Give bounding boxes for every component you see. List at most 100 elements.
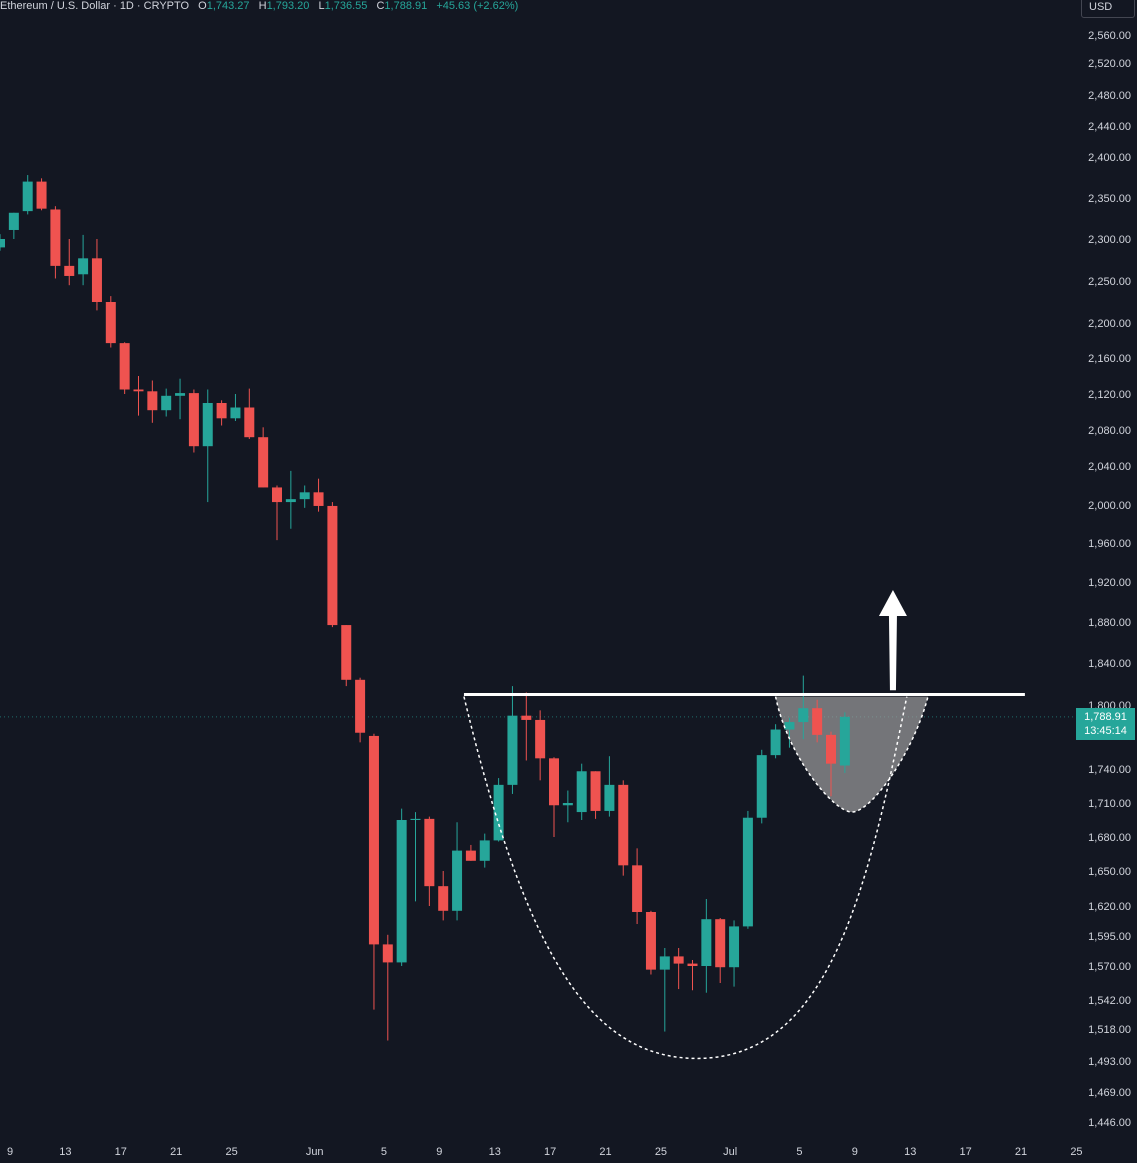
time-tick-label: 25 — [225, 1146, 237, 1158]
candle-body — [604, 784, 615, 811]
price-tick-label: 1,920.00 — [1088, 577, 1131, 589]
candle-body — [91, 258, 102, 302]
price-tick-label: 2,000.00 — [1088, 500, 1131, 512]
candle — [50, 206, 61, 279]
change-value: +45.63 (+2.62%) — [436, 0, 519, 12]
candle-body — [549, 758, 559, 806]
candle-body — [535, 719, 546, 759]
candle-body — [272, 487, 282, 503]
candle-body — [368, 735, 379, 945]
candle — [36, 178, 47, 211]
currency-button[interactable]: USD — [1081, 0, 1135, 18]
candle-body — [382, 944, 393, 963]
candle-body — [161, 395, 172, 411]
candle-body — [396, 820, 407, 963]
candle-body — [230, 407, 241, 419]
price-tick-label: 1,469.00 — [1088, 1087, 1131, 1099]
candle — [64, 239, 75, 286]
candle-body — [313, 492, 324, 506]
bar-countdown: 13:45:14 — [1084, 725, 1127, 737]
high-label: H — [258, 0, 267, 12]
price-tick-label: 2,080.00 — [1088, 425, 1131, 437]
candle-body — [576, 771, 587, 813]
high-value: 1,793.20 — [266, 0, 310, 12]
price-tick-label: 1,493.00 — [1088, 1056, 1131, 1068]
candle-body — [701, 919, 712, 966]
candle-body — [618, 784, 629, 866]
candle-body — [216, 403, 227, 419]
candle — [285, 470, 296, 529]
candle — [258, 427, 269, 488]
candle-body — [826, 734, 836, 764]
candle-body — [812, 708, 823, 735]
candle-body — [285, 499, 296, 503]
time-tick-label: Jul — [723, 1146, 737, 1158]
candle-body — [562, 803, 573, 806]
price-tick-label: 1,620.00 — [1088, 901, 1131, 913]
candle-body — [839, 716, 850, 766]
price-tick-label: 1,680.00 — [1088, 832, 1131, 844]
candle — [673, 948, 684, 990]
candle — [701, 899, 712, 993]
price-tick-label: 1,518.00 — [1088, 1024, 1131, 1036]
candle — [382, 934, 393, 1041]
candle — [299, 485, 310, 508]
time-tick-label: 13 — [904, 1146, 916, 1158]
candle-body — [590, 771, 601, 811]
candle — [784, 717, 795, 748]
candle — [161, 388, 172, 417]
price-tick-label: 2,480.00 — [1088, 90, 1131, 102]
candle — [272, 485, 282, 541]
candle — [659, 948, 670, 1032]
candle — [355, 677, 366, 743]
candle-body — [632, 865, 643, 912]
candle — [576, 763, 587, 820]
candle — [216, 400, 227, 426]
price-tick-label: 2,040.00 — [1088, 461, 1131, 473]
candle — [604, 756, 615, 817]
candles — [0, 175, 850, 1041]
low-label: L — [318, 0, 325, 12]
price-tick-label: 1,595.00 — [1088, 931, 1131, 943]
price-tick-label: 2,250.00 — [1088, 276, 1131, 288]
candle — [521, 692, 532, 761]
candle — [535, 710, 546, 781]
candle-body — [756, 755, 767, 818]
last-price-value: 1,788.91 — [1084, 711, 1127, 723]
open-value: 1,743.27 — [206, 0, 250, 12]
price-tick-label: 1,960.00 — [1088, 538, 1131, 550]
candle-body — [22, 181, 33, 212]
candle — [452, 822, 463, 921]
candle — [493, 778, 504, 842]
candle — [715, 918, 726, 983]
candle — [618, 780, 629, 876]
candle — [327, 502, 338, 628]
price-tick-label: 2,120.00 — [1088, 389, 1131, 401]
price-tick-label: 2,560.00 — [1088, 30, 1131, 42]
time-axis[interactable]: 9 13 17 21 25 Jun 5 9 13 17 21 25 Jul 5 9 13 17 21 25 — [7, 1146, 1083, 1158]
price-axis[interactable]: 2,560.00 2,520.00 2,480.00 2,440.00 2,400.00… — [1088, 30, 1131, 1129]
candle-body — [64, 265, 75, 276]
candle-body — [50, 209, 61, 266]
candle — [770, 724, 781, 759]
candle-body — [341, 625, 352, 680]
time-tick-label: 21 — [170, 1146, 182, 1158]
candle-body — [78, 258, 89, 275]
candle-body — [36, 181, 47, 209]
time-tick-label: 21 — [599, 1146, 611, 1158]
time-tick-label: 5 — [796, 1146, 802, 1158]
time-tick-label: 17 — [115, 1146, 127, 1158]
close-value: 1,788.91 — [384, 0, 428, 12]
time-tick-label: 13 — [59, 1146, 71, 1158]
candle — [22, 175, 33, 215]
open-label: O — [198, 0, 207, 12]
candle-body — [202, 403, 213, 447]
candle — [410, 812, 421, 902]
candle-body — [798, 708, 809, 723]
pattern-annotations — [463, 590, 1025, 1060]
price-tick-label: 2,440.00 — [1088, 121, 1131, 133]
symbol-title: Ethereum / U.S. Dollar · 1D · CRYPTO — [0, 0, 190, 12]
price-tick-label: 2,520.00 — [1088, 58, 1131, 70]
candle-body — [299, 492, 310, 500]
